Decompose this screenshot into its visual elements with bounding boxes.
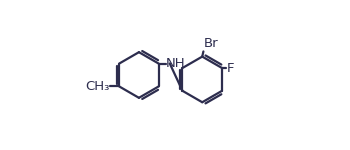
Text: NH: NH [165,57,185,70]
Text: F: F [227,61,234,75]
Text: CH₃: CH₃ [85,80,109,93]
Text: Br: Br [204,37,219,50]
